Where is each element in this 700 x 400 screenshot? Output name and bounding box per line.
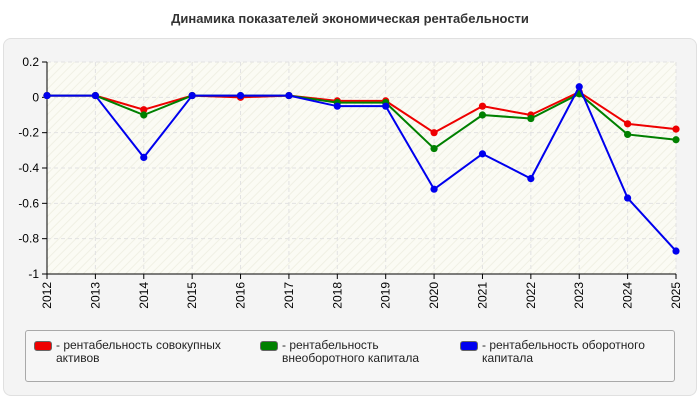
chart-legend: - рентабельность совокупных активов - ре… [25,330,675,382]
series-line-1 [47,91,677,134]
data-point [236,91,245,100]
x-tick-label: 2019 [379,282,393,309]
y-tick-label: 0.2 [22,55,39,69]
legend-swatch-blue [460,341,478,351]
series-line-2 [47,92,677,150]
data-point [285,91,293,100]
y-tick-label: -1 [28,267,39,281]
data-point [430,129,438,137]
x-tick-label: 2012 [40,282,54,309]
data-point [43,91,51,100]
x-tick-label: 2015 [185,282,199,309]
series-line-3 [47,85,677,252]
y-tick-label: -0.8 [18,232,39,246]
data-point [478,102,487,110]
data-point [188,91,196,100]
x-tick-label: 2014 [137,282,151,309]
data-point [672,247,680,255]
data-point [140,153,148,161]
y-tick-label: 0 [32,90,39,104]
legend-item-noncurrent-capital: - рентабельность внеоборотного капитала [260,339,445,365]
data-point [140,106,148,114]
data-point [624,120,632,128]
data-point [478,111,487,119]
data-point [624,130,632,139]
data-point [527,114,535,123]
legend-swatch-green [260,341,278,351]
data-point [91,91,99,100]
legend-label: - рентабельность совокупных активов [56,338,221,365]
x-tick-label: 2023 [572,282,586,309]
legend-label: - рентабельность внеоборотного капитала [282,338,419,365]
x-tick-label: 2021 [475,282,489,309]
y-tick-label: -0.2 [18,126,39,140]
data-point [527,175,535,183]
chart-title: Динамика показателей экономическая рента… [171,11,529,26]
legend-item-working-capital: - рентабельность оборотного капитала [460,339,670,365]
x-tick-label: 2017 [282,282,296,309]
x-tick-label: 2018 [330,282,344,309]
x-tick-label: 2020 [427,282,441,309]
legend-label: - рентабельность оборотного капитала [482,338,645,365]
legend-swatch-red [34,341,52,351]
legend-item-total-assets: - рентабельность совокупных активов [34,339,234,365]
y-tick-label: -0.4 [18,161,39,175]
data-point [382,102,390,110]
data-point [624,194,632,202]
data-point [478,150,487,158]
data-point [430,144,438,153]
data-point [140,111,148,119]
x-tick-label: 2022 [524,282,538,309]
data-point [430,185,438,193]
x-tick-label: 2016 [234,282,248,309]
x-tick-label: 2025 [669,282,683,309]
data-point [672,136,680,144]
x-tick-label: 2024 [621,282,635,309]
data-point [333,102,341,110]
x-tick-label: 2013 [88,282,102,309]
data-point [575,83,583,91]
data-point [672,125,680,133]
y-tick-label: -0.6 [18,196,39,210]
